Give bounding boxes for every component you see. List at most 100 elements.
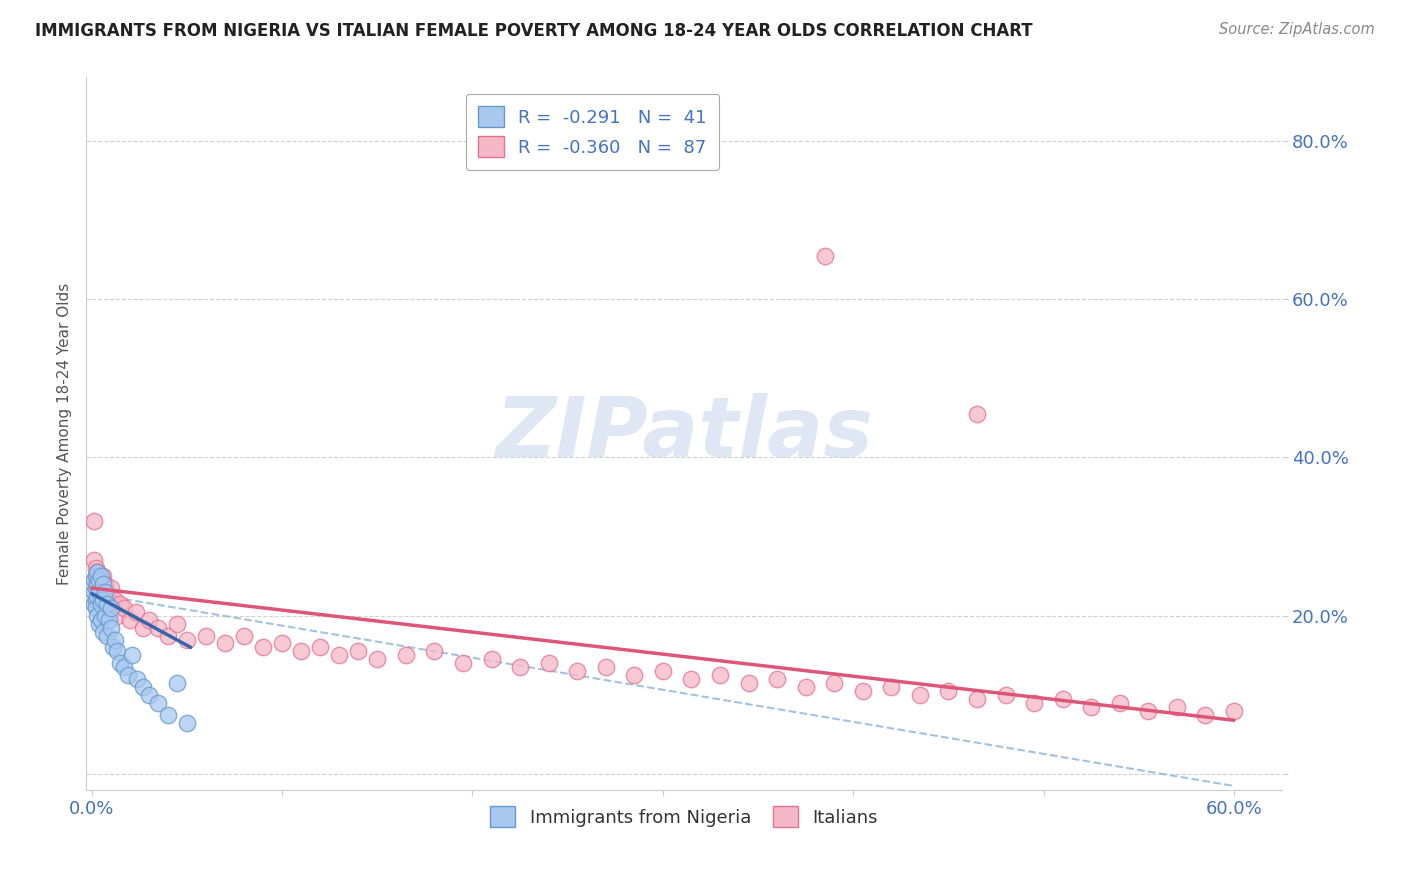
Point — [309, 640, 332, 655]
Point — [86, 608, 108, 623]
Point — [83, 585, 105, 599]
Point — [537, 657, 560, 671]
Point — [852, 684, 875, 698]
Point — [567, 664, 589, 678]
Point — [328, 648, 350, 663]
Point — [823, 676, 845, 690]
Point — [1080, 699, 1102, 714]
Text: ZIPatlas: ZIPatlas — [495, 393, 873, 475]
Point — [84, 569, 107, 583]
Point — [1166, 699, 1188, 714]
Point — [86, 565, 108, 579]
Point — [101, 640, 124, 655]
Y-axis label: Female Poverty Among 18-24 Year Olds: Female Poverty Among 18-24 Year Olds — [58, 283, 72, 585]
Point — [91, 577, 114, 591]
Point — [91, 569, 114, 583]
Point — [132, 621, 155, 635]
Point — [176, 715, 198, 730]
Point — [101, 597, 124, 611]
Point — [509, 660, 531, 674]
Point — [84, 561, 107, 575]
Point — [90, 589, 112, 603]
Point — [105, 608, 128, 623]
Point — [94, 585, 117, 599]
Point — [83, 514, 105, 528]
Point — [214, 636, 236, 650]
Point — [96, 597, 118, 611]
Point — [880, 680, 903, 694]
Point — [121, 648, 143, 663]
Point — [138, 688, 160, 702]
Point — [481, 652, 503, 666]
Point — [423, 644, 446, 658]
Point — [89, 616, 111, 631]
Point — [395, 648, 418, 663]
Point — [814, 249, 837, 263]
Point — [94, 608, 117, 623]
Point — [96, 585, 118, 599]
Point — [290, 644, 312, 658]
Point — [89, 585, 111, 599]
Point — [83, 573, 105, 587]
Point — [91, 581, 114, 595]
Point — [148, 621, 170, 635]
Point — [112, 660, 135, 674]
Point — [709, 668, 731, 682]
Point — [156, 628, 179, 642]
Point — [86, 565, 108, 579]
Point — [104, 593, 127, 607]
Point — [118, 613, 141, 627]
Point — [938, 684, 960, 698]
Point — [90, 573, 112, 587]
Point — [766, 672, 789, 686]
Point — [1137, 704, 1160, 718]
Point — [100, 600, 122, 615]
Point — [908, 688, 931, 702]
Point — [110, 597, 132, 611]
Point — [84, 593, 107, 607]
Point — [966, 407, 988, 421]
Point — [83, 597, 105, 611]
Point — [271, 636, 294, 650]
Point — [90, 613, 112, 627]
Point — [112, 600, 135, 615]
Point — [100, 581, 122, 595]
Point — [127, 672, 149, 686]
Text: Source: ZipAtlas.com: Source: ZipAtlas.com — [1219, 22, 1375, 37]
Point — [623, 668, 645, 682]
Point — [347, 644, 370, 658]
Point — [94, 577, 117, 591]
Point — [117, 668, 139, 682]
Point — [681, 672, 703, 686]
Point — [1194, 707, 1216, 722]
Point — [84, 600, 107, 615]
Text: IMMIGRANTS FROM NIGERIA VS ITALIAN FEMALE POVERTY AMONG 18-24 YEAR OLDS CORRELAT: IMMIGRANTS FROM NIGERIA VS ITALIAN FEMAL… — [35, 22, 1033, 40]
Point — [737, 676, 759, 690]
Point — [91, 593, 114, 607]
Point — [994, 688, 1017, 702]
Point — [97, 593, 120, 607]
Point — [166, 616, 188, 631]
Point — [595, 660, 617, 674]
Point — [89, 569, 111, 583]
Point — [86, 577, 108, 591]
Point — [166, 676, 188, 690]
Point — [252, 640, 274, 655]
Point — [176, 632, 198, 647]
Point — [110, 657, 132, 671]
Point — [91, 624, 114, 639]
Point — [96, 628, 118, 642]
Point — [97, 613, 120, 627]
Point — [105, 644, 128, 658]
Point — [966, 691, 988, 706]
Point — [451, 657, 474, 671]
Point — [104, 632, 127, 647]
Point — [1052, 691, 1074, 706]
Point — [1108, 696, 1130, 710]
Point — [90, 569, 112, 583]
Point — [148, 696, 170, 710]
Point — [132, 680, 155, 694]
Point — [138, 613, 160, 627]
Point — [84, 581, 107, 595]
Point — [366, 652, 388, 666]
